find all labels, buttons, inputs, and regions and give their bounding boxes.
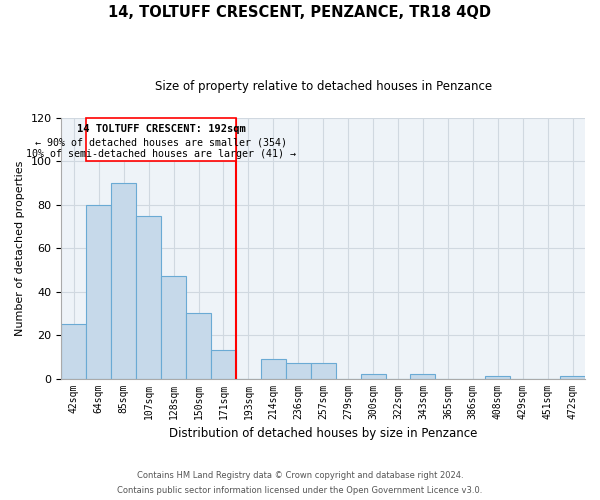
Y-axis label: Number of detached properties: Number of detached properties <box>15 160 25 336</box>
Bar <box>211 350 236 378</box>
Bar <box>311 364 335 378</box>
Bar <box>111 183 136 378</box>
Bar <box>136 216 161 378</box>
Bar <box>186 314 211 378</box>
X-axis label: Distribution of detached houses by size in Penzance: Distribution of detached houses by size … <box>169 427 478 440</box>
Bar <box>261 359 286 378</box>
Bar <box>410 374 436 378</box>
Bar <box>161 276 186 378</box>
Text: 14, TOLTUFF CRESCENT, PENZANCE, TR18 4QD: 14, TOLTUFF CRESCENT, PENZANCE, TR18 4QD <box>109 5 491 20</box>
Bar <box>361 374 386 378</box>
Bar <box>286 364 311 378</box>
Bar <box>560 376 585 378</box>
Text: 10% of semi-detached houses are larger (41) →: 10% of semi-detached houses are larger (… <box>26 150 296 160</box>
Text: Contains public sector information licensed under the Open Government Licence v3: Contains public sector information licen… <box>118 486 482 495</box>
Text: ← 90% of detached houses are smaller (354): ← 90% of detached houses are smaller (35… <box>35 138 287 147</box>
Text: Contains HM Land Registry data © Crown copyright and database right 2024.: Contains HM Land Registry data © Crown c… <box>137 471 463 480</box>
FancyBboxPatch shape <box>86 118 236 161</box>
Title: Size of property relative to detached houses in Penzance: Size of property relative to detached ho… <box>155 80 492 93</box>
Bar <box>61 324 86 378</box>
Text: 14 TOLTUFF CRESCENT: 192sqm: 14 TOLTUFF CRESCENT: 192sqm <box>77 124 245 134</box>
Bar <box>485 376 510 378</box>
Bar <box>86 204 111 378</box>
